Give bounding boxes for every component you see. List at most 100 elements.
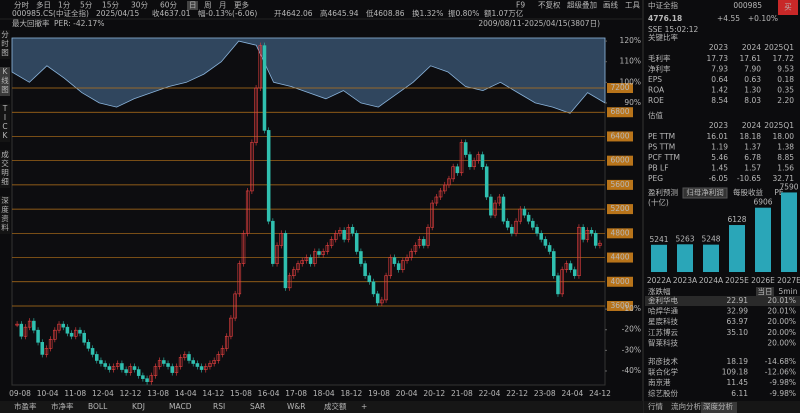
- candle: [296, 263, 300, 270]
- y2-tick-label: 110%: [620, 57, 641, 66]
- tool-button[interactable]: 工具: [625, 1, 640, 10]
- period-tab[interactable]: 5分: [80, 1, 93, 10]
- candle: [518, 208, 523, 222]
- period-tab[interactable]: 15分: [102, 1, 120, 10]
- column-header: 2025Q1: [764, 121, 794, 130]
- tool-button[interactable]: 画线: [603, 0, 618, 10]
- side-tab[interactable]: [0, 150, 10, 188]
- candle: [283, 233, 288, 289]
- candle: [90, 348, 95, 355]
- column-header: 2024: [742, 121, 761, 130]
- indicator-tab[interactable]: 市盈率: [14, 401, 37, 411]
- change: +4.55: [717, 14, 740, 23]
- candle: [598, 242, 602, 246]
- side-tab[interactable]: [0, 30, 10, 59]
- candle: [120, 363, 124, 370]
- period-tab[interactable]: 周: [204, 1, 212, 10]
- candle: [510, 226, 514, 234]
- forecast-button-label[interactable]: 每股收益: [733, 187, 763, 197]
- candle: [480, 154, 485, 168]
- period-tab[interactable]: 分时: [14, 0, 29, 10]
- candle: [422, 239, 426, 246]
- x-tick-label: 19-08: [368, 389, 390, 398]
- stock-name: 江苏博云: [648, 327, 678, 337]
- buy-button[interactable]: [778, 0, 798, 15]
- forecast-button-label[interactable]: 归母净利润: [686, 187, 724, 197]
- stock-price: 22.91: [727, 296, 749, 305]
- indicator-tab[interactable]: KDJ: [132, 402, 145, 411]
- y-tick-label: 4400: [610, 253, 629, 262]
- indicator-tab[interactable]: BOLL: [88, 402, 108, 411]
- indicator-tab[interactable]: MACD: [169, 402, 192, 411]
- cell: 8.54: [711, 96, 728, 105]
- period-tab[interactable]: 日: [189, 1, 197, 10]
- period-tab[interactable]: 30分: [131, 1, 149, 10]
- column-header: 2024: [742, 43, 761, 52]
- period-tab[interactable]: 月: [219, 1, 227, 10]
- candle: [333, 233, 338, 240]
- indicator-tab[interactable]: SAR: [250, 402, 265, 411]
- stock-name: 智莱科技: [648, 337, 678, 347]
- candle: [61, 323, 65, 328]
- cell: ROE: [648, 96, 664, 105]
- stock-code: 000985: [733, 1, 762, 10]
- candle: [522, 208, 527, 216]
- x-tick-label: 10-04: [37, 389, 59, 398]
- add-tab[interactable]: +: [361, 402, 367, 411]
- candle: [426, 226, 430, 246]
- indicator-tab[interactable]: W&R: [287, 402, 305, 411]
- panel-tab[interactable]: 深度分析: [703, 401, 733, 411]
- side-tab[interactable]: [0, 196, 10, 234]
- tool-button[interactable]: 超级叠加: [567, 0, 597, 10]
- price-tag: [607, 228, 633, 239]
- quote-item: 2025/04/15: [96, 9, 139, 18]
- indicator-tab[interactable]: 成交额: [324, 401, 347, 411]
- stock-change: 20.01%: [767, 296, 796, 305]
- active-tab: [701, 402, 737, 413]
- indicator-tab[interactable]: RSI: [213, 402, 225, 411]
- indicator-tab[interactable]: 市净率: [51, 401, 74, 411]
- candle: [455, 166, 460, 174]
- candle: [103, 363, 107, 367]
- y2-tick-label: -30%: [622, 345, 641, 354]
- cell: 5.46: [711, 153, 728, 162]
- candle: [430, 202, 434, 228]
- x-tick-label: 20-12: [423, 389, 445, 398]
- period-tab[interactable]: 多日: [36, 0, 51, 10]
- candle: [560, 269, 564, 295]
- candle: [94, 354, 99, 361]
- candle: [371, 281, 376, 295]
- cell: PCF TTM: [648, 153, 680, 162]
- period-tab[interactable]: 60分: [160, 1, 178, 10]
- x-tick-label: 17-08: [285, 389, 307, 398]
- candle: [166, 363, 170, 367]
- candle: [338, 230, 342, 234]
- period-tab[interactable]: 1分: [58, 1, 71, 10]
- tool-button[interactable]: 不复权: [538, 0, 561, 10]
- side-tab[interactable]: [0, 104, 10, 142]
- buy-label[interactable]: 买: [784, 3, 792, 12]
- candle: [447, 178, 451, 186]
- y2-tick-label: 90%: [624, 98, 641, 107]
- bar-category: 2024A: [699, 276, 724, 285]
- mover-tab-label[interactable]: 5min: [779, 287, 798, 296]
- mover-tab-label[interactable]: 当日: [758, 286, 773, 296]
- tool-button[interactable]: F9: [516, 1, 525, 10]
- period-tab[interactable]: 更多: [234, 0, 249, 10]
- cell: 1.38: [777, 143, 794, 152]
- candle: [220, 348, 225, 355]
- cell: 1.57: [744, 164, 761, 173]
- side-tab[interactable]: [0, 67, 10, 96]
- mover-tab[interactable]: [756, 287, 774, 297]
- change-pct: +0.10%: [748, 14, 778, 23]
- panel-tab[interactable]: 流向分析: [671, 401, 701, 411]
- y-tick-label: 4800: [610, 228, 629, 237]
- candle: [350, 226, 355, 234]
- x-tick-label: 23-08: [534, 389, 556, 398]
- forecast-button[interactable]: [682, 187, 728, 199]
- panel-tab[interactable]: 行情: [648, 401, 663, 411]
- candle: [514, 220, 518, 234]
- candle: [266, 130, 271, 222]
- candle: [384, 275, 388, 301]
- forecast-button-label[interactable]: PE: [774, 188, 784, 197]
